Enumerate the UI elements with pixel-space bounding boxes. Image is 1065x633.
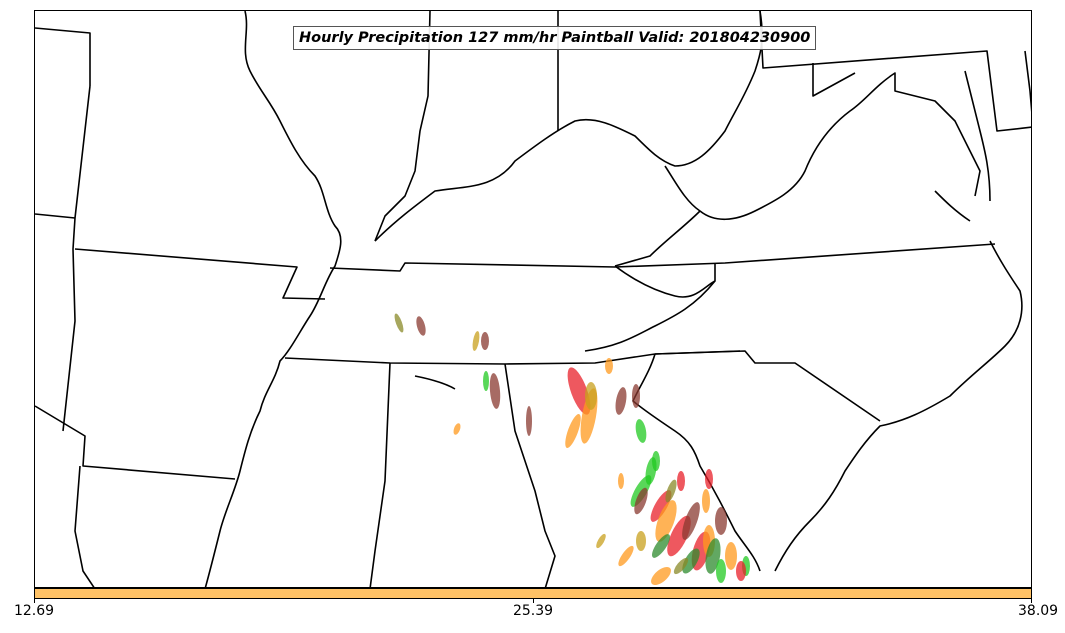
arkansas-west-border (62, 85, 91, 432)
precipitation-paintball (716, 559, 726, 583)
alabama-georgia-border (504, 363, 556, 587)
nc-tn-mountains (584, 280, 716, 352)
illinois-indiana-border (374, 11, 431, 242)
precipitation-paintball (618, 473, 624, 489)
arkansas-north-border (74, 248, 326, 300)
state-boundaries-map (35, 11, 1031, 587)
precipitation-paintball (567, 367, 591, 415)
tennessee-nc-border (614, 263, 716, 298)
virginia-coast (774, 240, 1023, 572)
map-panel: Hourly Precipitation 127 mm/hr Paintball… (34, 10, 1032, 588)
precipitation-paintball (416, 316, 426, 336)
precipitation-paintball (682, 502, 700, 540)
precipitation-paintball (635, 419, 647, 443)
ohio-river (374, 11, 763, 242)
mississippi-alabama-border (369, 362, 391, 587)
louisiana-border (35, 405, 236, 480)
kentucky-tennessee-border (329, 243, 996, 272)
kentucky-virginia-border (614, 210, 701, 267)
missouri-arkansas-border (35, 213, 76, 219)
precipitation-paintball (632, 384, 640, 408)
colorbar-tick-mark (1031, 599, 1032, 603)
precipitation-paintball (677, 471, 685, 491)
precipitation-paintball (655, 500, 677, 542)
colorbar-tick-mark (533, 599, 534, 603)
precipitation-paintball (634, 487, 648, 515)
precipitation-paintball (702, 489, 710, 513)
precipitation-paintball (682, 548, 700, 574)
lake-outline (414, 375, 456, 390)
precipitation-paintball (453, 423, 461, 435)
colorbar-tick-max: 38.09 (1018, 603, 1059, 619)
precipitation-paintball (605, 358, 613, 374)
precipitation-paintball (585, 382, 597, 410)
paintball-layer (394, 313, 750, 585)
precipitation-paintball (715, 507, 727, 535)
colorbar-tick-mid: 25.39 (512, 603, 554, 619)
colorbar (34, 588, 1032, 599)
louisiana-south (74, 465, 95, 587)
precipitation-paintball (651, 567, 671, 585)
precipitation-paintball (615, 387, 627, 415)
precipitation-paintball (636, 531, 646, 551)
precipitation-paintball (618, 545, 634, 567)
precipitation-paintball (489, 373, 501, 409)
precipitation-paintball (526, 406, 532, 436)
precipitation-paintball (725, 542, 737, 570)
colorbar-tick-min: 12.69 (13, 603, 55, 619)
precipitation-paintball (645, 457, 657, 485)
missouri-border-nw (35, 27, 91, 86)
mississippi-river-line (204, 11, 342, 587)
precipitation-paintball (472, 331, 480, 351)
precipitation-paintball (565, 413, 581, 449)
precipitation-paintball (736, 561, 746, 581)
precipitation-paintball (596, 533, 606, 549)
precipitation-paintball (651, 534, 671, 558)
delaware-coast (1024, 50, 1031, 113)
precipitation-paintball (673, 557, 689, 575)
precipitation-paintball (665, 479, 677, 503)
precipitation-paintball (394, 313, 404, 333)
chesapeake-bay (934, 70, 991, 222)
map-title: Hourly Precipitation 127 mm/hr Paintball… (293, 26, 817, 50)
precipitation-paintball (705, 469, 713, 489)
maryland-border (812, 63, 856, 97)
sc-nc-border (654, 350, 881, 422)
precipitation-paintball (481, 332, 489, 350)
precipitation-paintball (483, 371, 489, 391)
colorbar-tick-mark (34, 599, 35, 603)
